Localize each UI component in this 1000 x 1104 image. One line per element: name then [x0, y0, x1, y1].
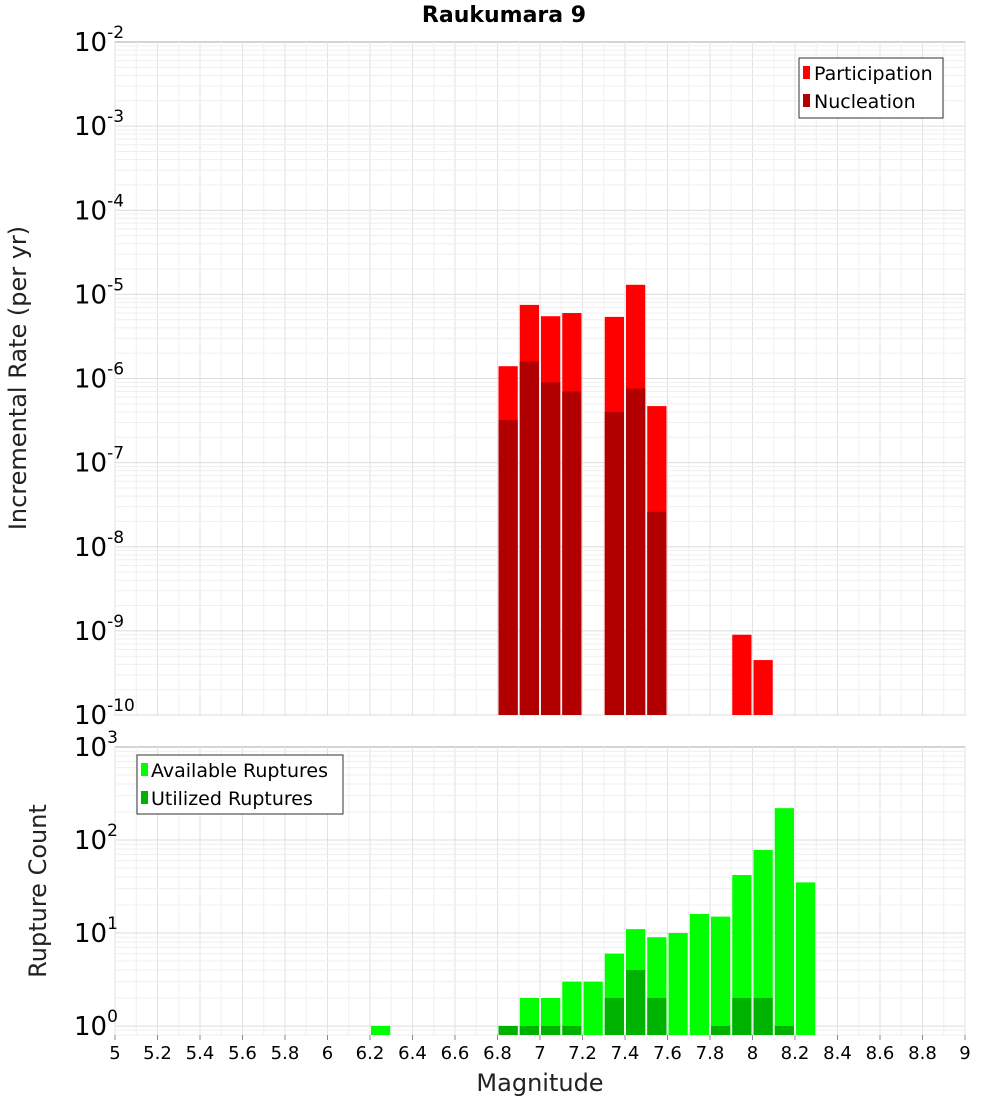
legend-label-utilized: Utilized Ruptures: [151, 788, 313, 810]
x-tick-label: 8.2: [781, 1043, 810, 1064]
bar-utilized-ruptures: [647, 997, 667, 1035]
top-y-tick-label: 10-3: [74, 107, 124, 142]
bar-utilized-ruptures: [604, 997, 624, 1035]
bottom-y-tick-label: 102: [74, 821, 118, 856]
bar-available-ruptures: [753, 850, 773, 1035]
x-tick-label: 6.8: [483, 1043, 512, 1064]
bar-utilized-ruptures: [541, 1025, 561, 1035]
bottom-y-tick-label: 101: [74, 914, 118, 949]
bottom-y-tick-label: 103: [74, 728, 118, 763]
top-legend: Participation Nucleation: [798, 57, 944, 119]
bar-nucleation: [604, 411, 624, 715]
bottom-y-axis-label: Rupture Count: [24, 804, 52, 978]
bar-available-ruptures: [711, 916, 731, 1035]
bottom-bars: [371, 808, 816, 1035]
legend-label-available: Available Ruptures: [151, 760, 328, 782]
legend-swatch-nucleation: [803, 94, 810, 107]
bar-participation: [753, 660, 773, 715]
legend-label-nucleation: Nucleation: [814, 91, 916, 113]
x-tick-label: 5.2: [143, 1043, 172, 1064]
legend-label-participation: Participation: [814, 63, 933, 85]
legend-swatch-utilized: [141, 791, 148, 804]
bar-participation: [732, 634, 752, 715]
bar-nucleation: [541, 382, 561, 715]
bottom-panel: 103 102 101 100 5 5.2 5.4 5.6 5.8 6 6.2 6.4 6.6 6.8 7…: [24, 728, 971, 1097]
bar-utilized-ruptures: [732, 997, 752, 1035]
x-tick-label: 6.2: [356, 1043, 385, 1064]
bar-nucleation: [519, 361, 539, 715]
x-tick-label: 7: [534, 1043, 545, 1064]
bar-utilized-ruptures: [753, 997, 773, 1035]
bar-utilized-ruptures: [774, 1025, 794, 1035]
x-tick-label: 6.4: [398, 1043, 427, 1064]
top-y-tick-label: 10-7: [74, 444, 124, 479]
x-tick-label: 8.4: [823, 1043, 852, 1064]
bar-available-ruptures: [541, 997, 561, 1035]
top-legend-box: [798, 57, 944, 119]
bar-utilized-ruptures: [498, 1025, 518, 1035]
bar-available-ruptures: [732, 875, 752, 1035]
bar-utilized-ruptures: [519, 1025, 539, 1035]
bar-available-ruptures: [689, 914, 709, 1035]
top-grid: [114, 42, 966, 716]
x-axis-label: Magnitude: [476, 1069, 603, 1097]
bar-utilized-ruptures: [711, 1025, 731, 1035]
bar-nucleation: [562, 391, 582, 715]
chart-title: Raukumara 9: [422, 3, 586, 28]
bar-available-ruptures: [519, 997, 539, 1035]
bar-nucleation: [647, 511, 667, 715]
legend-swatch-available: [141, 763, 148, 776]
bar-available-ruptures: [583, 981, 603, 1035]
x-tick-label: 5.8: [271, 1043, 300, 1064]
bar-available-ruptures: [774, 808, 794, 1035]
bar-available-ruptures: [371, 1025, 391, 1035]
x-tick-label: 5: [109, 1043, 120, 1064]
bar-available-ruptures: [668, 932, 688, 1035]
x-tick-label: 9: [959, 1043, 970, 1064]
top-y-tick-label: 10-4: [74, 191, 124, 226]
x-tick-label: 8: [747, 1043, 758, 1064]
top-bars: [498, 284, 773, 715]
x-tick-label: 6.6: [441, 1043, 470, 1064]
bar-nucleation: [626, 388, 646, 715]
bottom-x-ticks: 5 5.2 5.4 5.6 5.8 6 6.2 6.4 6.6 6.8 7 7.2 7.4 7.6 7.8 8…: [109, 1035, 971, 1064]
x-tick-label: 6: [322, 1043, 333, 1064]
top-y-tick-label: 10-9: [74, 612, 124, 647]
bottom-legend-box: [136, 754, 344, 815]
x-tick-label: 7.8: [696, 1043, 725, 1064]
legend-swatch-participation: [803, 66, 810, 79]
bar-available-ruptures: [796, 882, 816, 1035]
bar-available-ruptures: [562, 981, 582, 1035]
x-tick-label: 7.2: [568, 1043, 597, 1064]
top-y-tick-label: 10-5: [74, 275, 124, 310]
bottom-grid: [114, 747, 966, 1036]
x-tick-label: 8.6: [866, 1043, 895, 1064]
bar-utilized-ruptures: [562, 1025, 582, 1035]
top-y-tick-label: 10-6: [74, 360, 124, 395]
bar-nucleation: [498, 420, 518, 715]
x-tick-label: 7.4: [611, 1043, 640, 1064]
top-y-ticks: 10-2 10-3 10-4 10-5 10-6 10-7 10-8 10-9 10-10: [74, 23, 135, 731]
bottom-legend: Available Ruptures Utilized Ruptures: [136, 754, 344, 815]
top-y-tick-label: 10-2: [74, 23, 124, 58]
bottom-y-ticks: 103 102 101 100: [74, 728, 118, 1042]
top-y-tick-label: 10-10: [74, 696, 135, 731]
x-tick-label: 5.6: [228, 1043, 257, 1064]
top-y-tick-label: 10-8: [74, 528, 124, 563]
x-tick-label: 5.4: [186, 1043, 215, 1064]
x-tick-label: 7.6: [653, 1043, 682, 1064]
bottom-y-tick-label: 100: [74, 1007, 118, 1042]
x-tick-label: 8.8: [908, 1043, 937, 1064]
top-y-axis-label: Incremental Rate (per yr): [4, 226, 32, 530]
bar-utilized-ruptures: [626, 969, 646, 1035]
top-panel: 10-2 10-3 10-4 10-5 10-6 10-7 10-8 10-9 10-10 In…: [4, 23, 966, 731]
